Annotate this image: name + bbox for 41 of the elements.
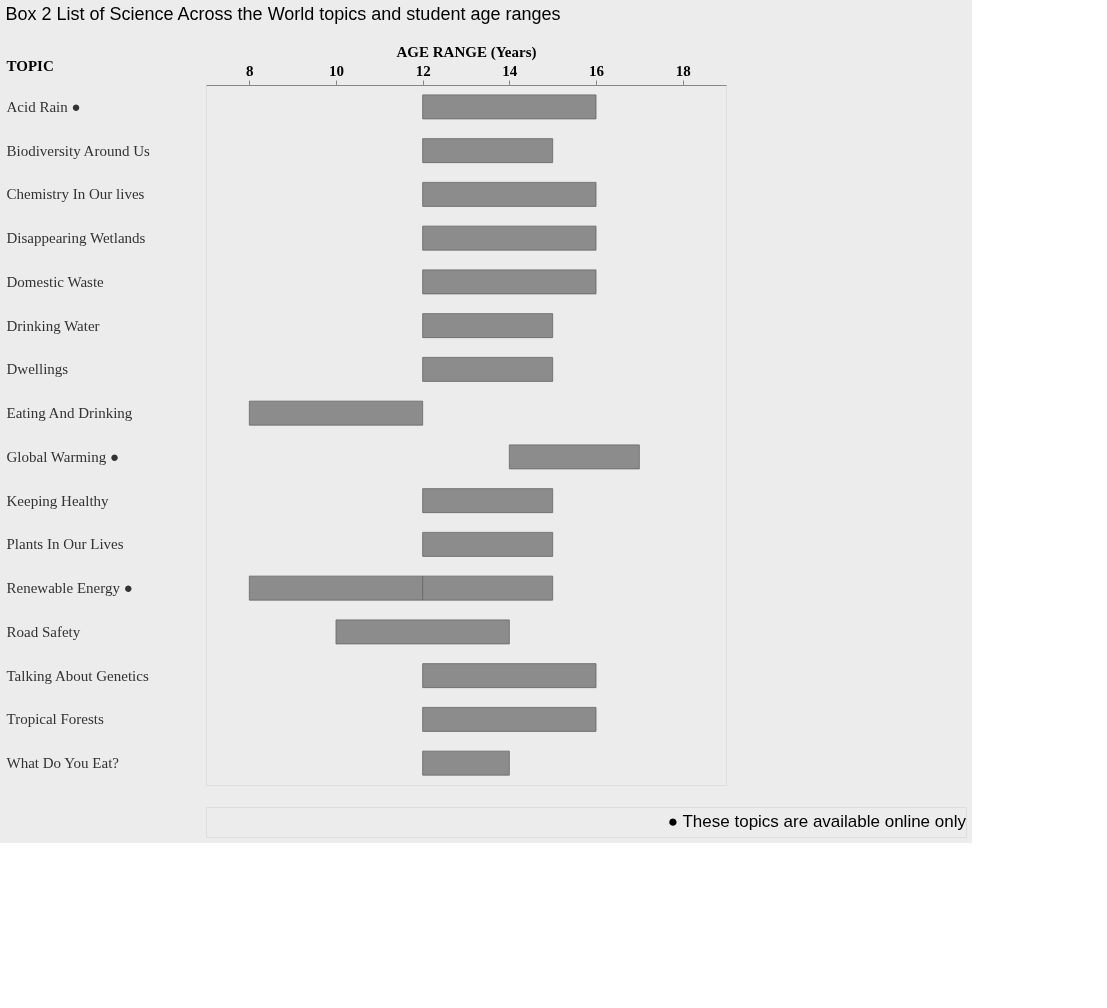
y-tick-label: Domestic Waste [6, 273, 105, 290]
bar [422, 750, 510, 776]
y-tick-label: Disappearing Wetlands [6, 230, 146, 247]
text: ● These topics are available online only [667, 812, 967, 831]
bar [422, 269, 597, 295]
y-tick-label: Dwellings [6, 361, 69, 378]
y-tick-label: Keeping Healthy [6, 492, 110, 509]
bar [508, 444, 640, 470]
bar [422, 663, 597, 689]
bar [422, 225, 597, 251]
x-tick-label: 14 [502, 62, 518, 79]
bar [335, 619, 510, 645]
y-tick-label: Global Warming ● [6, 448, 120, 465]
y-tick-label: Biodiversity Around Us [6, 142, 150, 159]
chart-title: Box 2 List of Science Across the World topics and student age ranges [5, 3, 561, 24]
y-tick-label: Tropical Forests [6, 711, 105, 728]
x-tick-label: 16 [589, 62, 605, 79]
bar [422, 94, 597, 120]
y-tick-label: Renewable Energy ● [6, 580, 133, 597]
x-tick-label: 10 [329, 62, 344, 79]
y-tick-label: Road Safety [6, 623, 81, 640]
bar [248, 400, 424, 426]
y-tick-label: What Do You Eat? [6, 755, 120, 772]
bar [422, 356, 554, 382]
bar [422, 181, 597, 207]
y-axis-title: TOPIC [6, 57, 54, 74]
y-tick-label: Eating And Drinking [6, 405, 133, 422]
y-tick-label: Chemistry In Our lives [6, 186, 145, 203]
bar [422, 488, 554, 514]
bar [422, 313, 554, 339]
x-tick-label: 18 [675, 62, 691, 79]
x-tick-label: 12 [415, 62, 431, 79]
y-tick-label: Drinking Water [6, 317, 100, 334]
bar [422, 706, 597, 732]
x-tick-label: 8 [246, 62, 254, 79]
y-tick-label: Talking About Genetics [6, 667, 149, 684]
x-axis-title: AGE RANGE (Years) [396, 43, 537, 61]
y-tick-label: Acid Rain ● [6, 98, 81, 115]
bar [422, 138, 554, 164]
bar [422, 531, 554, 557]
y-tick-label: Plants In Our Lives [6, 536, 124, 553]
